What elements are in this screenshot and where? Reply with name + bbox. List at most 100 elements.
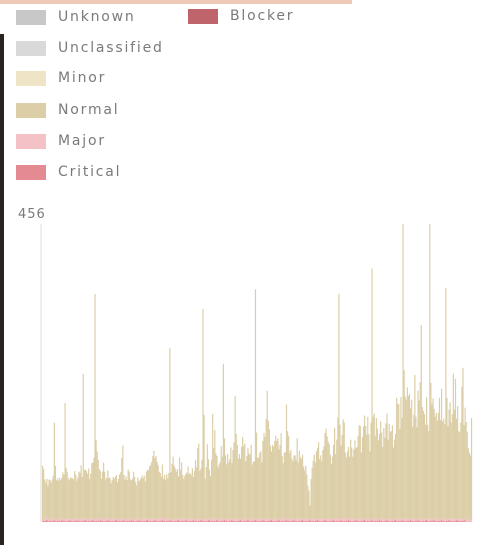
bar-normal-318 <box>382 446 384 519</box>
bar-critical-279 <box>340 520 342 522</box>
bar-major-261 <box>321 519 323 522</box>
bar-critical-332 <box>397 521 399 522</box>
bar-major-208 <box>264 518 266 521</box>
bar-critical-164 <box>217 521 219 522</box>
bar-critical-118 <box>168 521 170 522</box>
bar-major-23 <box>66 518 68 521</box>
bar-normal-176 <box>230 447 232 520</box>
bar-critical-41 <box>85 521 88 522</box>
bar-normal-264 <box>324 433 326 519</box>
bar-critical-218 <box>275 521 277 522</box>
bar-major-60 <box>106 518 108 522</box>
bar-normal-381 <box>449 402 451 520</box>
bar-critical-44 <box>89 521 91 522</box>
bar-major-205 <box>261 519 263 522</box>
bar-critical-237 <box>295 520 297 522</box>
bar-normal-332 <box>397 403 399 521</box>
bar-major-175 <box>229 518 231 521</box>
bar-normal-345 <box>411 399 413 519</box>
bar-critical-90 <box>138 520 140 522</box>
bar-normal-261 <box>321 461 323 520</box>
bar-major-389 <box>458 518 460 522</box>
bar-normal-320 <box>384 437 386 520</box>
bar-normal-178 <box>232 450 234 519</box>
bar-critical-365 <box>432 521 434 522</box>
bar-normal-254 <box>313 454 315 519</box>
bar-normal-220 <box>277 438 279 521</box>
bar-critical-108 <box>157 520 159 522</box>
bar-normal-269 <box>329 454 331 519</box>
bar-critical-274 <box>335 521 337 522</box>
bar-critical-156 <box>208 520 211 522</box>
bar-critical-325 <box>389 521 391 522</box>
bar-critical-137 <box>188 520 190 522</box>
bar-critical-296 <box>358 521 360 522</box>
bar-normal-151 <box>203 414 205 520</box>
bar-critical-29 <box>73 521 75 522</box>
bar-major-230 <box>288 518 290 521</box>
bar-critical-255 <box>314 520 316 522</box>
bar-critical-193 <box>248 521 250 522</box>
bar-critical-356 <box>422 520 425 522</box>
bar-normal-11 <box>53 422 55 518</box>
bar-critical-351 <box>417 520 419 522</box>
bar-critical-236 <box>294 521 296 522</box>
bar-critical-368 <box>435 521 437 522</box>
bar-normal-61 <box>107 470 109 519</box>
bar-critical-316 <box>380 521 382 522</box>
bar-critical-38 <box>82 521 84 522</box>
bar-critical-337 <box>402 520 404 522</box>
bar-major-90 <box>138 518 140 521</box>
bar-critical-96 <box>144 521 146 522</box>
bar-normal-239 <box>297 462 299 519</box>
bar-normal-349 <box>415 416 417 518</box>
bar-major-330 <box>394 518 397 521</box>
bar-critical-143 <box>194 520 197 522</box>
bar-major-14 <box>56 518 59 521</box>
bar-major-398 <box>467 520 469 522</box>
bar-major-45 <box>90 518 92 521</box>
bar-normal-208 <box>264 437 266 519</box>
bar-normal-30 <box>74 471 76 518</box>
bar-critical-105 <box>154 520 156 522</box>
bar-normal-10 <box>52 475 54 521</box>
bar-critical-106 <box>155 521 157 522</box>
bar-normal-80 <box>127 469 129 520</box>
bar-normal-129 <box>179 469 182 519</box>
bar-critical-291 <box>353 520 355 522</box>
bar-normal-371 <box>438 397 441 519</box>
bar-normal-212 <box>268 429 270 519</box>
bar-major-319 <box>383 519 385 522</box>
bar-major-114 <box>163 519 166 521</box>
bar-major-183 <box>237 518 239 522</box>
bar-critical-340 <box>405 520 407 522</box>
bar-normal-128 <box>178 457 181 519</box>
bar-major-332 <box>397 520 399 522</box>
bar-major-174 <box>228 520 230 522</box>
bar-major-362 <box>429 518 431 521</box>
bar-critical-146 <box>198 520 200 522</box>
bar-normal-29 <box>73 479 75 520</box>
bar-major-247 <box>306 519 308 522</box>
bar-normal-392 <box>461 386 463 520</box>
bar-critical-153 <box>205 520 207 522</box>
bar-major-47 <box>92 518 94 521</box>
bar-major-390 <box>459 519 461 522</box>
bar-major-86 <box>133 518 136 522</box>
bar-major-374 <box>442 520 444 522</box>
bar-critical-354 <box>420 521 422 522</box>
bar-critical-145 <box>197 521 199 522</box>
bar-major-345 <box>411 518 413 522</box>
bar-critical-300 <box>362 520 365 522</box>
bar-major-338 <box>403 519 405 522</box>
bar-critical-250 <box>309 520 311 522</box>
bar-normal-337 <box>402 224 404 519</box>
bar-major-8 <box>50 519 52 522</box>
bar-normal-287 <box>348 456 351 521</box>
bar-major-351 <box>417 518 419 521</box>
bar-normal-135 <box>186 472 188 520</box>
bar-major-186 <box>240 518 243 522</box>
bar-normal-75 <box>122 445 124 519</box>
bar-critical-15 <box>58 521 60 522</box>
bar-normal-265 <box>325 428 327 520</box>
